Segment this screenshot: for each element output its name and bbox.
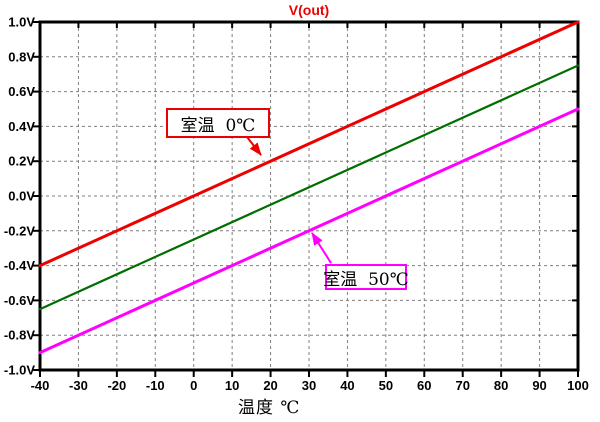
y-tick-label: -1.0V — [4, 363, 35, 378]
annotation-arrow-1 — [311, 232, 332, 264]
x-tick-label: -40 — [31, 378, 50, 393]
y-tick-label: -0.6V — [4, 293, 35, 308]
x-tick-label: 40 — [340, 378, 354, 393]
y-tick-label: 0.0V — [8, 189, 35, 204]
plot-border — [38, 20, 580, 372]
y-tick-label: 0.4V — [8, 119, 35, 134]
x-tick-label: 30 — [302, 378, 316, 393]
annotation-room-temp-0c: 室温 0℃ — [166, 108, 270, 138]
x-tick-label: -10 — [146, 378, 165, 393]
annotation-room-temp-0c-label: 室温 0℃ — [180, 115, 256, 136]
series-line-1 — [38, 64, 580, 311]
series-line-0 — [38, 20, 580, 268]
x-axis-title: 温度 ℃ — [238, 398, 301, 418]
x-tick-label: 80 — [494, 378, 508, 393]
y-tick-label: 0.8V — [8, 49, 35, 64]
x-tick-label: -20 — [107, 378, 126, 393]
y-tick-label: 0.6V — [8, 84, 35, 99]
chart-title: V(out) — [288, 2, 330, 18]
series-line-2 — [38, 107, 580, 355]
x-tick-label: 60 — [417, 378, 431, 393]
annotation-room-temp-50c-label: 室温 50℃ — [323, 269, 409, 290]
x-tick-label: 0 — [190, 378, 197, 393]
x-tick-label: -30 — [69, 378, 88, 393]
x-tick-label: 10 — [225, 378, 239, 393]
y-tick-label: 1.0V — [8, 15, 35, 30]
x-tick-label: 50 — [379, 378, 393, 393]
y-tick-label: -0.8V — [4, 328, 35, 343]
y-tick-label: -0.2V — [4, 223, 35, 238]
annotation-room-temp-50c: 室温 50℃ — [323, 264, 409, 290]
x-tick-label: 90 — [532, 378, 546, 393]
x-tick-label: 70 — [455, 378, 469, 393]
x-tick-label: 20 — [263, 378, 277, 393]
x-tick-label: 100 — [567, 378, 589, 393]
annotation-arrow-0 — [246, 136, 262, 156]
y-tick-label: -0.4V — [4, 258, 35, 273]
y-tick-label: 0.2V — [8, 154, 35, 169]
